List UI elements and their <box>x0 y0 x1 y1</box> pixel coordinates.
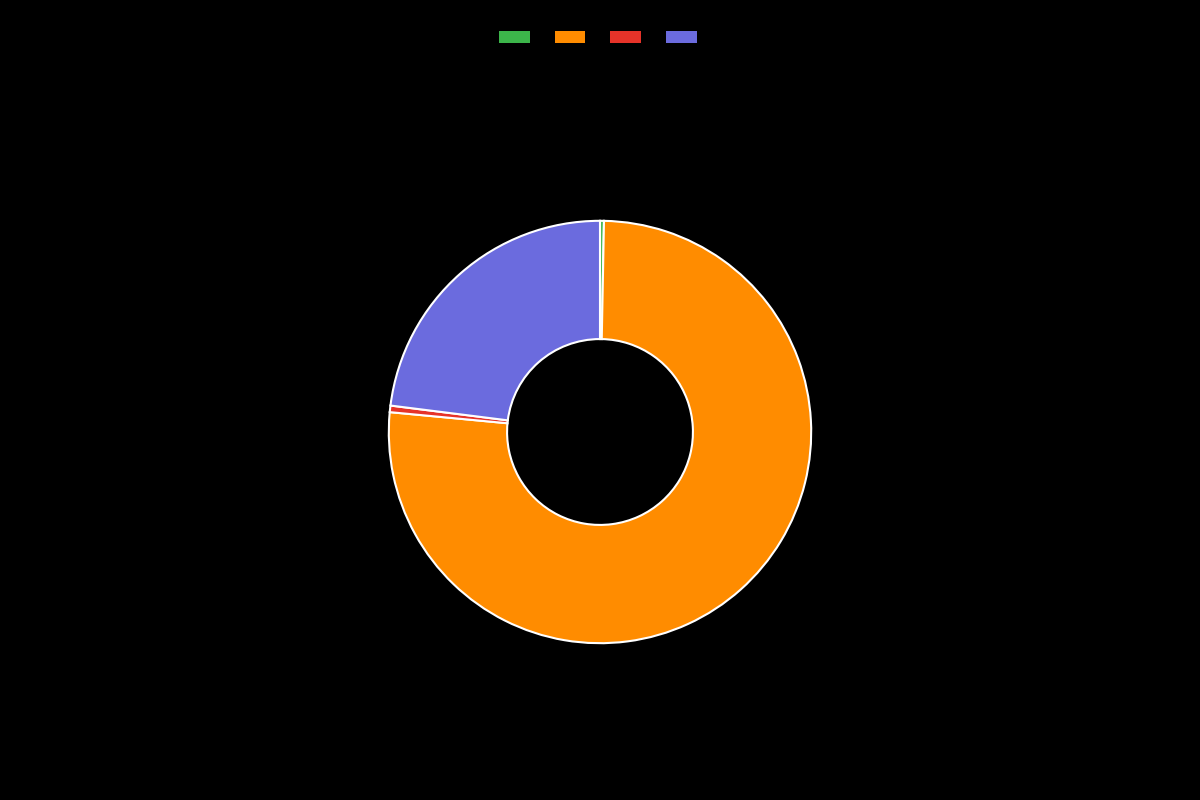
Legend: , , , : , , , <box>499 30 701 45</box>
Wedge shape <box>389 221 811 643</box>
Wedge shape <box>390 406 508 423</box>
Wedge shape <box>390 221 600 420</box>
Wedge shape <box>600 221 604 339</box>
